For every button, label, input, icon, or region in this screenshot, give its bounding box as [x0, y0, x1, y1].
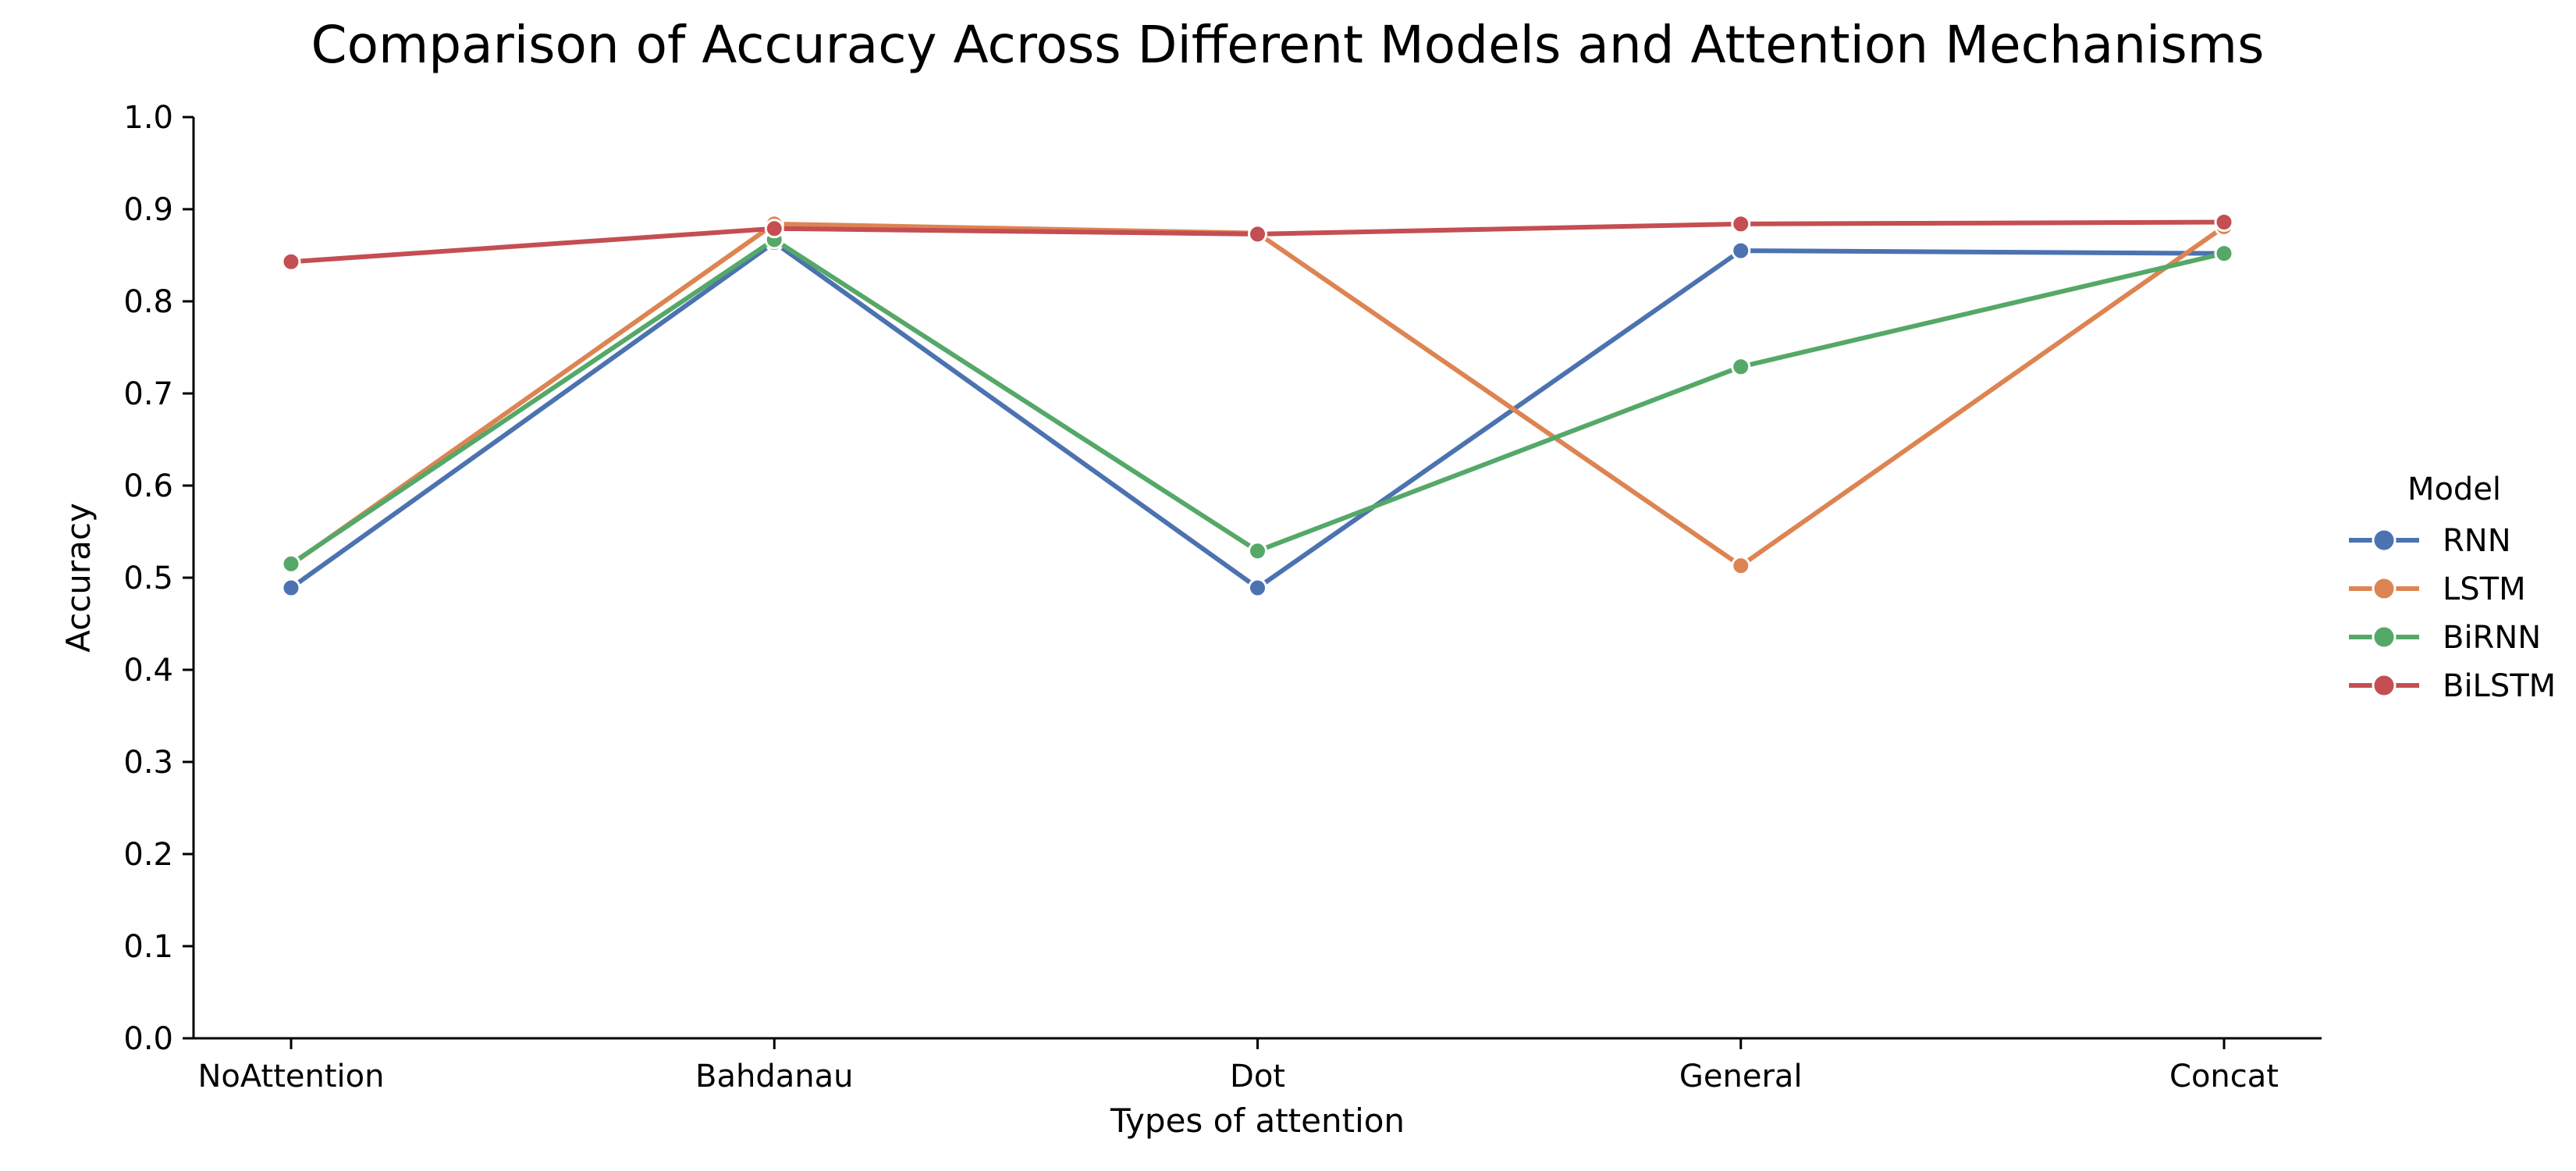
y-tick-label: 0.0: [123, 1021, 173, 1057]
legend-marker: [2372, 673, 2397, 698]
series-layer: [281, 212, 2234, 598]
y-tick-label: 0.2: [123, 837, 173, 873]
legend-items: RNN LSTM BiRNN BiLSTM: [2349, 523, 2556, 704]
x-tick-label: Dot: [1230, 1059, 1285, 1094]
series-line-lstm: [289, 221, 2226, 568]
chart-title: Comparison of Accuracy Across Different …: [311, 15, 2265, 75]
data-point: [1248, 541, 1267, 561]
data-point: [1731, 240, 1751, 261]
legend-label: BiLSTM: [2443, 668, 2556, 704]
x-tick-label: Concat: [2169, 1059, 2279, 1094]
legend-marker: [2372, 528, 2397, 553]
x-axis-label: Types of attention: [1110, 1102, 1405, 1140]
series-bilstm: [281, 212, 2234, 272]
y-tick-label: 0.1: [123, 929, 173, 965]
series-line-birnn: [289, 237, 2226, 567]
data-point: [281, 578, 301, 598]
data-point: [2214, 212, 2234, 233]
data-point: [1248, 578, 1267, 598]
data-point: [764, 219, 784, 239]
y-axis-label: Accuracy: [59, 503, 98, 653]
y-tick-label: 0.8: [123, 284, 173, 320]
y-tick-label: 1.0: [123, 100, 173, 136]
legend-label: RNN: [2443, 523, 2511, 559]
data-point: [1248, 224, 1267, 244]
data-point: [281, 251, 301, 272]
y-tick-label: 0.4: [123, 653, 173, 689]
x-tick-label: General: [1679, 1059, 1803, 1094]
data-point: [1731, 214, 1751, 234]
data-point: [2214, 244, 2234, 264]
y-tick-label: 0.5: [123, 561, 173, 596]
data-point: [1731, 357, 1751, 377]
legend: Model RNN LSTM BiRNN BiLSTM: [2349, 472, 2556, 704]
legend-title: Model: [2407, 472, 2501, 507]
axes: 0.0 0.1 0.2 0.3 0.4 0.5 0.6 0.7 0.8 0.9 1.0 NoAtte…: [123, 100, 2322, 1094]
y-ticks: 0.0 0.1 0.2 0.3 0.4 0.5 0.6 0.7 0.8 0.9 1.0: [123, 100, 194, 1057]
legend-marker: [2372, 576, 2397, 601]
series-line-rnn: [289, 240, 2226, 590]
x-tick-label: NoAttention: [197, 1059, 384, 1094]
y-tick-label: 0.7: [123, 376, 173, 412]
x-tick-label: Bahdanau: [695, 1059, 853, 1094]
legend-marker: [2372, 625, 2397, 650]
series-birnn: [281, 230, 2234, 574]
y-tick-label: 0.6: [123, 468, 173, 504]
legend-label: BiRNN: [2443, 620, 2541, 656]
legend-label: LSTM: [2443, 571, 2526, 607]
series-lstm: [281, 214, 2234, 576]
y-tick-label: 0.3: [123, 745, 173, 781]
x-ticks: NoAttention Bahdanau Dot General Concat: [197, 1038, 2279, 1094]
data-point: [1731, 556, 1751, 576]
data-point: [281, 553, 301, 574]
y-tick-label: 0.9: [123, 192, 173, 228]
